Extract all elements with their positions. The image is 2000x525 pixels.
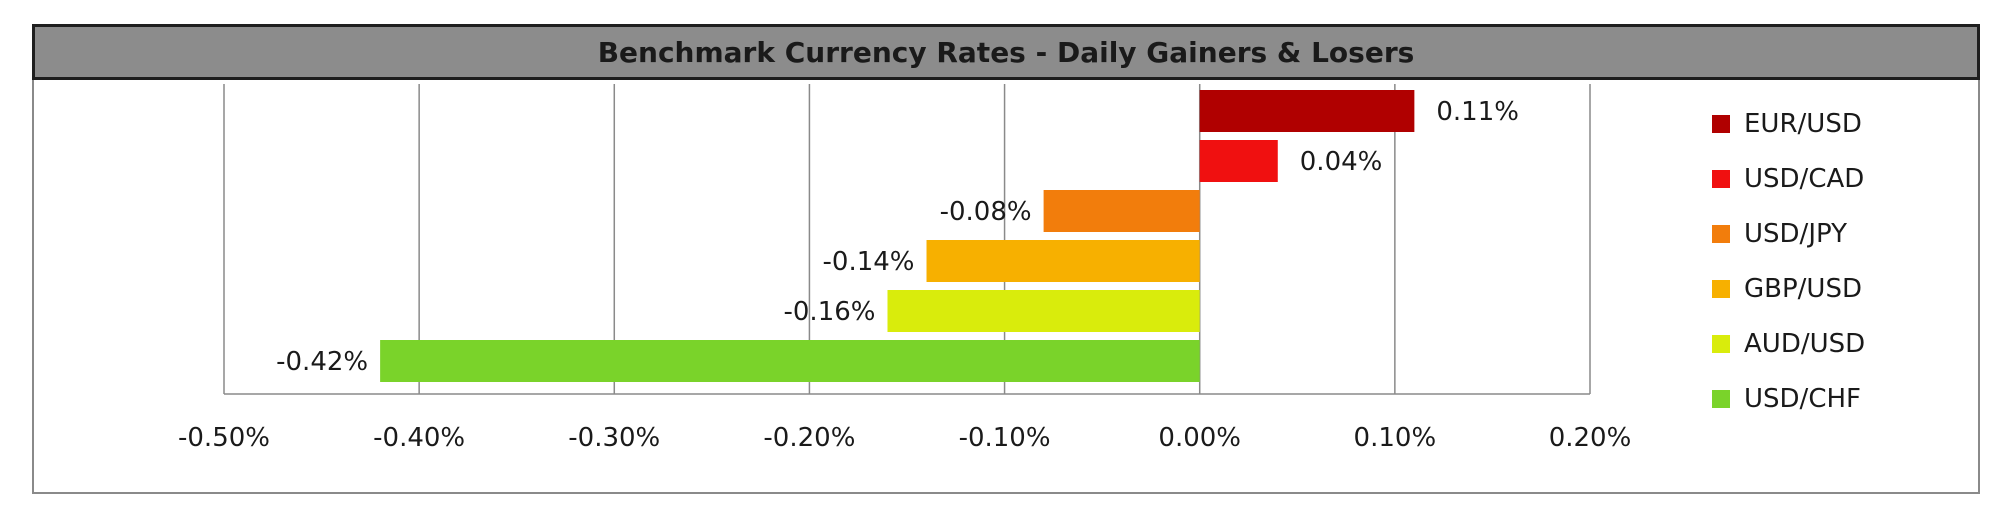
x-tick-label: -0.20%: [763, 423, 855, 453]
bar: [1199, 140, 1278, 182]
data-label: 0.04%: [1300, 147, 1383, 177]
chart-title: Benchmark Currency Rates - Daily Gainers…: [597, 35, 1415, 69]
legend-item: GBP/USD: [1712, 261, 1952, 316]
bar: [1199, 90, 1415, 132]
legend-swatch: [1712, 224, 1730, 243]
x-tick-label: -0.10%: [959, 423, 1051, 453]
legend-swatch: [1712, 114, 1730, 133]
legend-label: USD/CAD: [1744, 163, 1865, 194]
x-tick-label: -0.50%: [178, 423, 270, 453]
legend-item: AUD/USD: [1712, 316, 1952, 371]
data-label: -0.42%: [276, 347, 368, 377]
chart-legend: EUR/USD USD/CAD USD/JPY GBP/USD AUD/USD USD/C…: [1712, 96, 1952, 426]
chart-title-bar: Benchmark Currency Rates - Daily Gainers…: [32, 24, 1980, 80]
legend-item: USD/CAD: [1712, 151, 1952, 206]
data-label: -0.14%: [823, 247, 915, 277]
legend-label: GBP/USD: [1744, 273, 1862, 304]
data-label: -0.16%: [784, 297, 876, 327]
legend-item: EUR/USD: [1712, 96, 1952, 151]
bar: [380, 340, 1200, 382]
legend-label: EUR/USD: [1744, 108, 1862, 139]
data-label: 0.11%: [1436, 97, 1519, 127]
x-tick-label: 0.20%: [1549, 423, 1632, 453]
legend-label: AUD/USD: [1744, 328, 1866, 359]
legend-item: USD/CHF: [1712, 371, 1952, 426]
x-tick-label: 0.00%: [1158, 423, 1241, 453]
legend-swatch: [1712, 169, 1730, 188]
x-tick-label: -0.40%: [373, 423, 465, 453]
legend-swatch: [1712, 389, 1730, 408]
bar: [1043, 190, 1200, 232]
legend-swatch: [1712, 334, 1730, 353]
legend-swatch: [1712, 279, 1730, 298]
bar: [926, 240, 1200, 282]
x-tick-label: -0.30%: [568, 423, 660, 453]
legend-label: USD/CHF: [1744, 383, 1861, 414]
bar: [887, 290, 1200, 332]
x-tick-label: 0.10%: [1354, 423, 1437, 453]
legend-item: USD/JPY: [1712, 206, 1952, 261]
legend-label: USD/JPY: [1744, 218, 1847, 249]
data-label: -0.08%: [940, 197, 1032, 227]
